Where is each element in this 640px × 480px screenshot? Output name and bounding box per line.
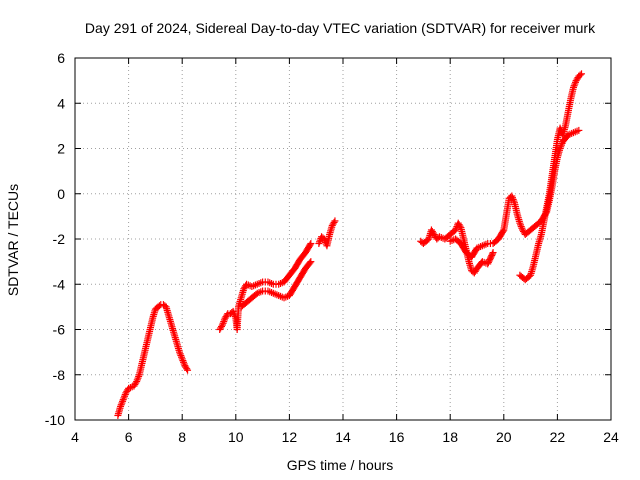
data-point: [517, 223, 525, 231]
x-axis-label: GPS time / hours: [287, 457, 394, 473]
data-point: [183, 365, 191, 373]
y-tick-label: -4: [53, 276, 66, 292]
data-point: [176, 350, 184, 358]
data-point: [316, 238, 324, 246]
data-point: [184, 366, 192, 374]
grid-lines: [75, 58, 611, 420]
data-point: [306, 241, 314, 249]
data-point: [121, 391, 129, 399]
data-point: [117, 402, 125, 410]
x-tick-label: 8: [178, 429, 186, 445]
data-point: [121, 392, 129, 400]
data-point: [223, 311, 231, 319]
data-point: [556, 145, 564, 152]
data-point: [516, 219, 524, 227]
y-axis-label: SDTVAR / TECUs: [5, 184, 21, 296]
data-point: [177, 352, 185, 360]
x-tick-label: 12: [282, 429, 298, 445]
y-tick-label: 4: [57, 95, 65, 111]
data-point: [220, 316, 228, 324]
data-point: [488, 250, 496, 258]
data-point: [509, 195, 517, 203]
data-point: [118, 399, 126, 407]
x-tick-label: 4: [71, 429, 79, 445]
data-point: [456, 222, 464, 230]
data-point: [571, 78, 579, 86]
data-point: [320, 235, 328, 243]
data-point: [576, 71, 584, 79]
data-point: [569, 83, 577, 91]
data-point: [509, 194, 517, 202]
data-points: [114, 70, 586, 419]
y-tick-label: -6: [53, 322, 66, 338]
data-point: [306, 259, 314, 267]
chart-title: Day 291 of 2024, Sidereal Day-to-day VTE…: [85, 20, 596, 36]
data-point: [575, 126, 583, 134]
y-tick-label: 2: [57, 141, 65, 157]
data-point: [307, 240, 315, 248]
x-tick-label: 20: [496, 429, 512, 445]
plot-frame: [74, 57, 612, 421]
x-tick-label: 22: [550, 429, 566, 445]
y-tick-label: -2: [53, 231, 66, 247]
data-point: [133, 378, 141, 386]
data-point: [578, 70, 586, 78]
data-point: [132, 379, 140, 387]
y-tick-label: 0: [57, 186, 65, 202]
x-tick-label: 24: [603, 429, 619, 445]
data-point: [518, 224, 526, 232]
data-point: [307, 258, 315, 266]
data-point: [220, 318, 228, 326]
x-tick-label: 14: [335, 429, 351, 445]
data-point: [218, 322, 226, 330]
data-point: [508, 192, 516, 200]
data-point: [120, 394, 128, 402]
data-point: [266, 279, 274, 287]
data-point: [178, 353, 186, 361]
x-tick-label: 6: [125, 429, 133, 445]
data-point: [331, 217, 339, 225]
data-point: [517, 221, 525, 229]
data-point: [179, 357, 187, 365]
data-point: [119, 396, 127, 404]
x-tick-label: 18: [442, 429, 458, 445]
data-point: [571, 80, 579, 88]
data-point: [268, 279, 276, 287]
x-tick-label: 10: [228, 429, 244, 445]
data-point: [570, 82, 578, 90]
data-point: [134, 374, 142, 382]
data-point: [178, 355, 186, 363]
data-point: [219, 319, 227, 327]
data-point: [218, 321, 226, 329]
data-point: [180, 360, 188, 368]
y-tick-label: -10: [45, 412, 65, 428]
data-point: [135, 372, 143, 380]
data-point: [180, 358, 188, 366]
data-point: [499, 227, 507, 235]
data-point: [117, 401, 125, 409]
x-tick-label: 16: [389, 429, 405, 445]
data-point: [315, 240, 323, 248]
data-point: [510, 197, 518, 205]
data-point: [557, 143, 565, 151]
data-point: [330, 218, 338, 226]
data-point: [133, 376, 141, 384]
data-point: [119, 397, 127, 405]
y-tick-label: 6: [57, 50, 65, 66]
y-tick-label: -8: [53, 367, 66, 383]
data-point: [176, 348, 184, 356]
data-point: [489, 249, 497, 257]
